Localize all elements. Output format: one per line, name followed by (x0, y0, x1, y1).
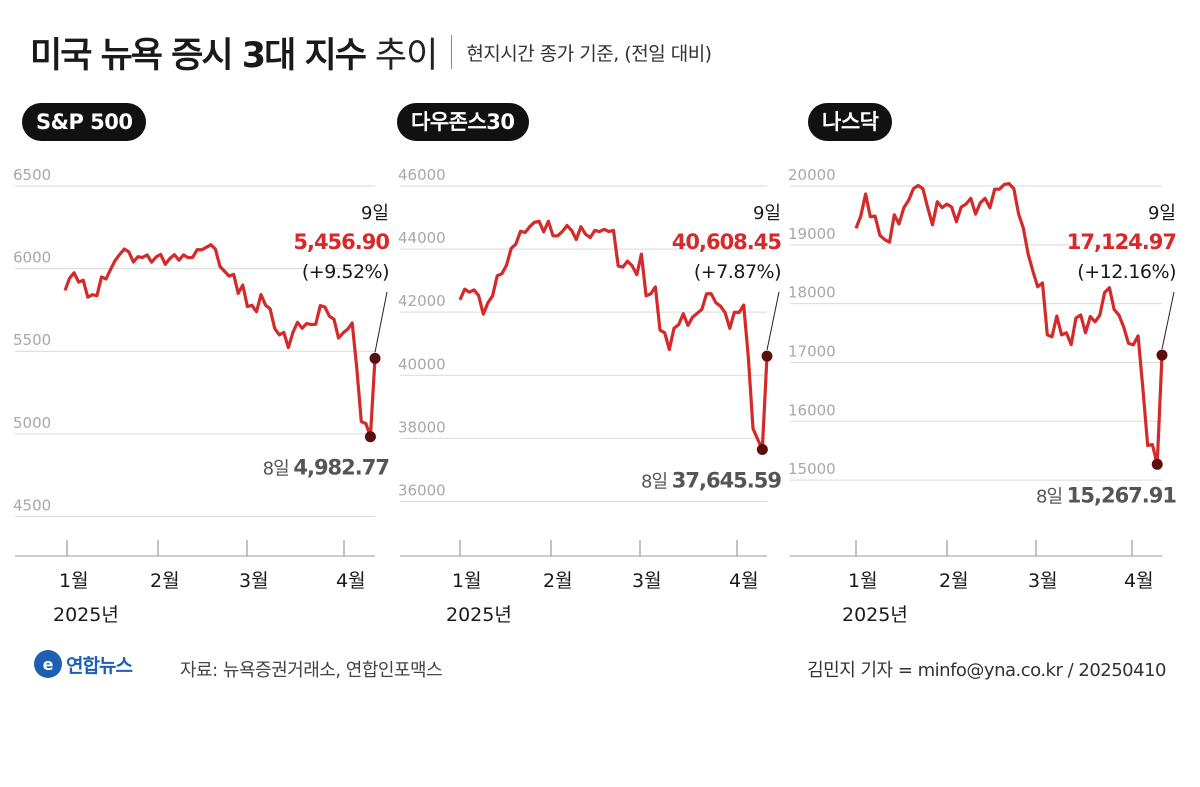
y-tick-label: 6500 (13, 166, 51, 184)
high-point-marker (1156, 349, 1168, 361)
y-tick-label: 40000 (398, 355, 446, 373)
y-tick-label: 5000 (13, 414, 51, 432)
x-tick-label: 3월 (1028, 570, 1058, 592)
low-point-marker (756, 444, 768, 456)
y-tick-label: 46000 (398, 166, 446, 184)
high-day-label: 9일 (753, 203, 781, 224)
low-label: 8일 37,645.59 (641, 469, 781, 493)
header: 미국 뉴욕 증시 3대 지수 추이 현지시간 종가 기준, (전일 대비) (30, 22, 712, 82)
low-value-label: 15,267.91 (1067, 483, 1177, 507)
credit-note: 김민지 기자 = minfo@yna.co.kr / 20250410 (807, 660, 1166, 681)
x-tick-label: 3월 (239, 570, 269, 592)
high-point-marker (369, 352, 381, 364)
y-tick-label: 38000 (398, 418, 446, 436)
y-tick-label: 16000 (788, 401, 836, 419)
annotation-leader (1161, 291, 1175, 350)
x-tick-label: 1월 (452, 570, 482, 592)
series-line (63, 243, 377, 439)
source-note: 자료: 뉴욕증권거래소, 연합인포맥스 (180, 660, 443, 681)
y-tick-label: 20000 (788, 166, 836, 184)
x-tick-label: 1월 (59, 570, 89, 592)
low-value-label: 37,645.59 (672, 469, 782, 493)
x-tick-label: 4월 (336, 570, 366, 592)
low-value-label: 4,982.77 (293, 456, 389, 480)
x-tick-label: 4월 (1124, 570, 1154, 592)
panel-title-dow: 다우존스30 (397, 103, 529, 141)
x-year-label: 2025년 (842, 604, 908, 626)
low-day-label: 8일 (263, 459, 294, 480)
high-value-label: 17,124.97 (1067, 230, 1176, 254)
high-change-label: (+12.16%) (1077, 261, 1176, 283)
y-tick-label: 18000 (788, 284, 836, 302)
high-value-label: 40,608.45 (672, 230, 782, 254)
x-tick-label: 2월 (543, 570, 573, 592)
high-day-label: 9일 (361, 203, 389, 224)
y-tick-label: 36000 (398, 481, 446, 499)
low-label: 8일 15,267.91 (1036, 483, 1176, 507)
annotation-leader (374, 291, 388, 353)
yonhap-logo: e 연합뉴스 (34, 650, 133, 678)
logo-mark: e (34, 650, 62, 678)
high-value-label: 5,456.90 (293, 230, 389, 254)
y-tick-label: 44000 (398, 229, 446, 247)
title-divider (451, 35, 453, 69)
y-tick-label: 17000 (788, 342, 836, 360)
y-tick-label: 15000 (788, 460, 836, 478)
y-tick-label: 5500 (13, 331, 51, 349)
low-day-label: 8일 (1036, 486, 1067, 507)
x-tick-label: 3월 (632, 570, 662, 592)
x-tick-label: 2월 (939, 570, 969, 592)
chart-title-suffix: 추이 (374, 35, 438, 76)
low-label: 8일 4,982.77 (263, 456, 389, 480)
series-line (458, 219, 769, 452)
high-day-label: 9일 (1148, 203, 1176, 224)
high-change-label: (+9.52%) (302, 261, 389, 283)
series-line (854, 182, 1164, 466)
chart-subtitle: 현지시간 종가 기준, (전일 대비) (466, 42, 712, 65)
high-change-label: (+7.87%) (694, 261, 781, 283)
chart-title: 미국 뉴욕 증시 3대 지수 (30, 35, 367, 76)
low-point-marker (1151, 458, 1163, 470)
x-tick-label: 2월 (150, 570, 180, 592)
panel-title-sp500: S&P 500 (22, 103, 147, 141)
x-tick-label: 4월 (729, 570, 759, 592)
logo-text: 연합뉴스 (66, 654, 133, 677)
y-tick-label: 4500 (13, 496, 51, 514)
x-tick-label: 1월 (848, 570, 878, 592)
y-tick-label: 42000 (398, 292, 446, 310)
high-point-marker (761, 350, 773, 362)
x-year-label: 2025년 (446, 604, 512, 626)
x-year-label: 2025년 (53, 604, 119, 626)
panel-title-nasdaq: 나스닥 (808, 103, 893, 141)
y-tick-label: 19000 (788, 225, 836, 243)
annotation-leader (766, 291, 780, 351)
low-day-label: 8일 (641, 472, 672, 493)
low-point-marker (364, 431, 376, 443)
y-tick-label: 6000 (13, 249, 51, 267)
